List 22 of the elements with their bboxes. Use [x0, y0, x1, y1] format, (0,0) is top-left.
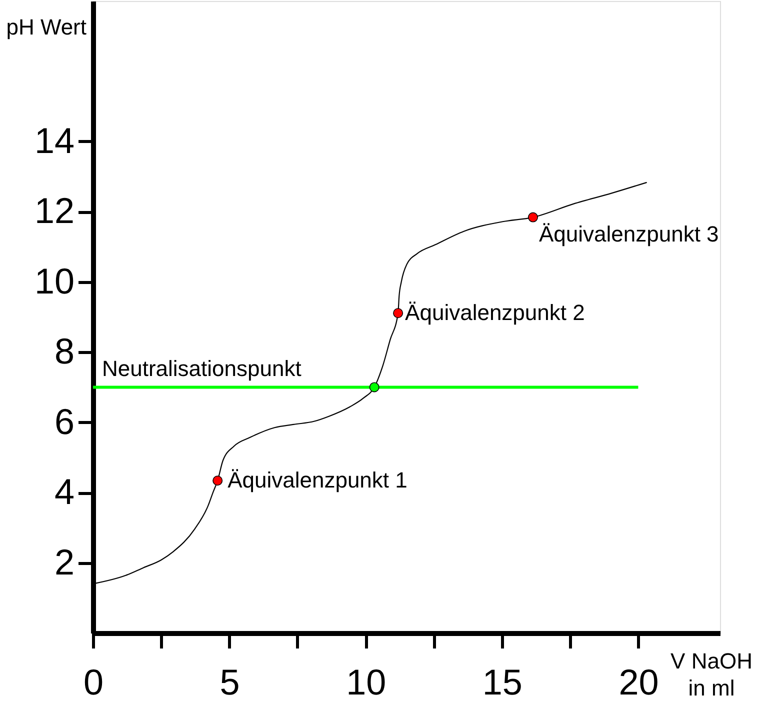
- annotation: Äquivalenzpunkt 3: [538, 221, 719, 246]
- annotation: Äquivalenzpunkt 1: [228, 468, 408, 493]
- x-tick-label: 10: [346, 662, 386, 702]
- x-axis-title: V NaOH in ml: [670, 648, 752, 700]
- y-tick-label: 10: [34, 260, 74, 302]
- point: [369, 382, 380, 392]
- x-tick-label: 15: [482, 662, 522, 702]
- y-tick-label: 2: [54, 541, 74, 582]
- y-tick-label: 14: [34, 120, 74, 161]
- x-tick-label: 0: [83, 662, 104, 702]
- x-tick-label: 20: [618, 662, 659, 702]
- point: [212, 476, 223, 486]
- x-tick-label: 5: [220, 662, 240, 702]
- point: [393, 308, 404, 318]
- annotation: Äquivalenzpunkt 2: [405, 300, 585, 326]
- y-tick-label: 6: [54, 400, 74, 442]
- y-tick-label: 12: [34, 190, 74, 232]
- point: [528, 212, 538, 222]
- y-tick-label: 4: [54, 471, 74, 512]
- y-tick-label: 8: [54, 330, 74, 372]
- ref-line-label: Neutralisationspunkt: [102, 356, 302, 382]
- y-axis-title: pH Wert: [6, 14, 86, 40]
